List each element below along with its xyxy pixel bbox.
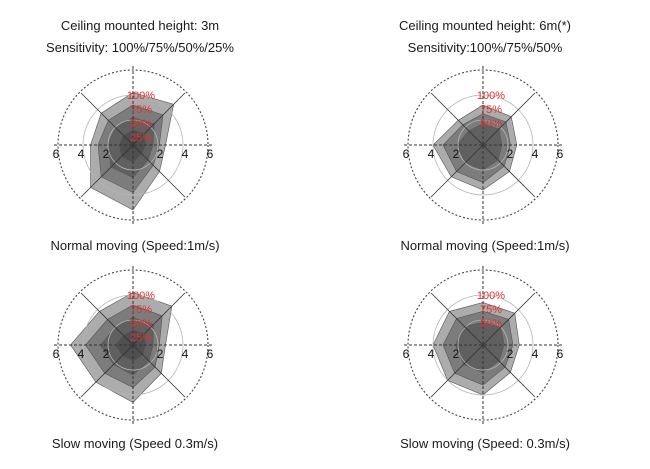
sensitivity-label-75pct: 75% (130, 104, 152, 116)
axis-diagonal-2 (80, 92, 186, 198)
sensitivity-label-75pct: 75% (130, 304, 152, 316)
ring-outer (407, 69, 559, 221)
row1-col2-caption: Normal moving (Speed:1m/s) (400, 238, 570, 253)
tick-right-4: 4 (182, 347, 189, 361)
sensitivity-label-50pct: 50% (480, 318, 502, 330)
sensitivity-label-50pct: 50% (130, 318, 152, 330)
sensitivity-label-25pct: 25% (130, 332, 152, 344)
row1-col1-caption: Normal moving (Speed:1m/s) (50, 238, 220, 253)
row2-col1-caption: Slow moving (Speed 0.3m/s) (51, 436, 219, 451)
tick-right-2: 2 (157, 147, 164, 161)
sensitivity-label-25pct: 25% (130, 132, 152, 144)
tick-right-2: 2 (507, 147, 514, 161)
sensitivity-label-100pct: 100% (477, 290, 505, 302)
ring-outer (407, 269, 559, 421)
ring-outer (57, 69, 209, 221)
zone-100pct (432, 104, 518, 191)
col2-title-line2: Sensitivity:100%/75%/50% (407, 40, 563, 55)
tick-right-2: 2 (157, 347, 164, 361)
ring-4m (82, 94, 184, 196)
tick-right-4: 4 (182, 147, 189, 161)
tick-left-6: 6 (403, 147, 410, 161)
tick-left-4: 4 (78, 147, 85, 161)
ring-2m (107, 319, 159, 371)
zone-100pct (90, 92, 175, 211)
tick-left-6: 6 (403, 347, 410, 361)
ring-4m (82, 294, 184, 396)
sensitivity-label-75pct: 75% (480, 304, 502, 316)
sensitivity-label-75pct: 75% (480, 104, 502, 116)
tick-left-4: 4 (428, 147, 435, 161)
tick-left-2: 2 (453, 147, 460, 161)
tick-right-6: 6 (557, 147, 564, 161)
tick-left-4: 4 (78, 347, 85, 361)
tick-right-4: 4 (532, 147, 539, 161)
polar-diagram-6m-slow: 6 4 2 2 4 6 100% 75% 50% (403, 266, 564, 424)
tick-left-2: 2 (103, 147, 110, 161)
sensitivity-label-100pct: 100% (127, 90, 155, 102)
polar-diagram-6m-normal: 6 4 2 2 4 6 100% 75% 50% (403, 66, 564, 224)
ring-2m (457, 319, 509, 371)
tick-right-6: 6 (557, 347, 564, 361)
tick-left-6: 6 (53, 147, 60, 161)
ring-outer (57, 269, 209, 421)
axis-diagonal-2 (80, 292, 186, 398)
sensitivity-label-50pct: 50% (480, 118, 502, 130)
polar-diagram-3m-normal: 6 4 2 2 4 6 100% 75% 50% 25% (53, 66, 214, 224)
ring-4m (432, 294, 534, 396)
col2-title-line1: Ceiling mounted height: 6m(*) (399, 18, 571, 33)
polar-diagram-3m-slow: 6 4 2 2 4 6 100% 75% 50% 25% (53, 266, 214, 424)
tick-left-6: 6 (53, 347, 60, 361)
axis-diagonal-2 (430, 92, 536, 198)
tick-right-6: 6 (207, 147, 214, 161)
tick-left-2: 2 (453, 347, 460, 361)
sensitivity-label-50pct: 50% (130, 118, 152, 130)
ring-2m (107, 119, 159, 171)
col1-title-line2: Sensitivity: 100%/75%/50%/25% (46, 40, 234, 55)
tick-left-4: 4 (428, 347, 435, 361)
ring-2m (457, 119, 509, 171)
axis-diagonal-2 (430, 292, 536, 398)
tick-right-4: 4 (532, 347, 539, 361)
sensitivity-label-100pct: 100% (477, 90, 505, 102)
row2-col2-caption: Slow moving (Speed: 0.3m/s) (400, 436, 570, 451)
tick-right-2: 2 (507, 347, 514, 361)
tick-left-2: 2 (103, 347, 110, 361)
col1-title-line1: Ceiling mounted height: 3m (60, 18, 220, 33)
ring-4m (432, 94, 534, 196)
tick-right-6: 6 (207, 347, 214, 361)
sensitivity-label-100pct: 100% (127, 290, 155, 302)
